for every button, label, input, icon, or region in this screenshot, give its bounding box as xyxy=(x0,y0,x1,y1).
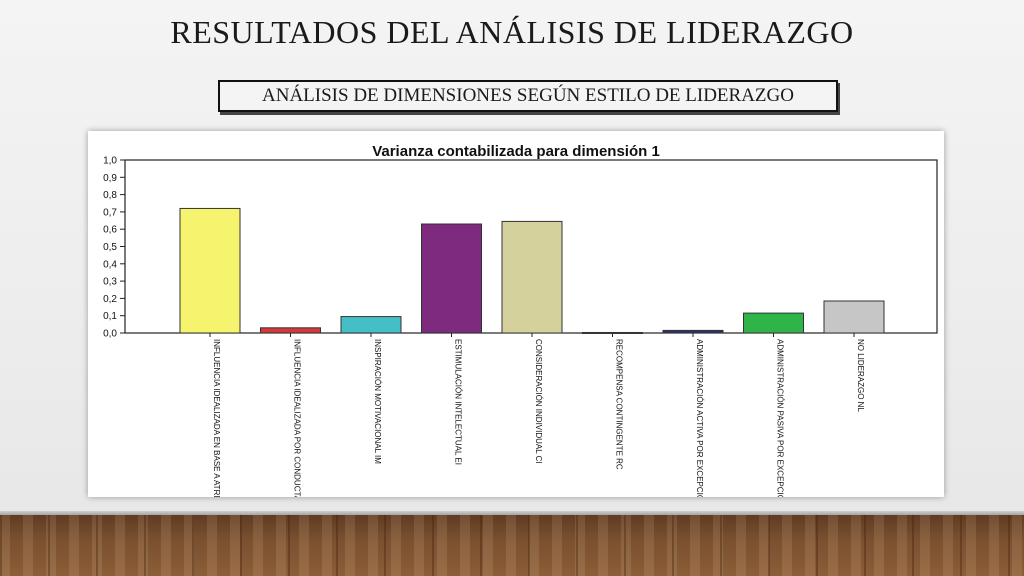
chart-bars xyxy=(179,207,885,334)
chart-title: Varianza contabilizada para dimensión 1 xyxy=(372,143,660,160)
x-tick-label: CONSIDERACIÓN INDIVIDUAL CI xyxy=(534,339,543,464)
y-tick-label: 0,7 xyxy=(103,207,117,218)
x-tick-label: ADMINISTRACIÓN ACTIVA POR EXCEPCIÓN APEA xyxy=(695,339,704,497)
bar-6 xyxy=(582,331,643,334)
slide-title: RESULTADOS DEL ANÁLISIS DE LIDERAZGO xyxy=(170,14,854,50)
x-tick-label: INFLUENCIA IDEALIZADA EN BASE A ATRIBUTO… xyxy=(212,339,221,497)
bar-2 xyxy=(260,327,321,334)
bar-8 xyxy=(743,312,804,334)
x-tick-label: RECOMPENSA CONTINGENTE RC xyxy=(615,339,624,470)
subtitle-text: ANÁLISIS DE DIMENSIONES SEGÚN ESTILO DE … xyxy=(262,85,794,106)
y-tick-label: 0,0 xyxy=(103,329,117,340)
y-tick-label: 0,5 xyxy=(103,242,117,253)
y-tick-label: 0,9 xyxy=(103,173,117,184)
bar-7 xyxy=(662,329,724,334)
x-tick-label: INSPIRACIÓN MOTIVACIONAL IM xyxy=(373,339,382,464)
bar-chart: Varianza contabilizada para dimensión 1 … xyxy=(103,143,938,497)
x-tick-label: ADMINISTRACIÓN PASIVA POR EXCEPCIÓN APEP xyxy=(776,339,785,497)
y-tick-label: 1,0 xyxy=(103,156,117,167)
x-tick-label: INFLUENCIA IDEALIZADA POR CONDUCTA II (B… xyxy=(293,339,302,497)
floor-baseboard xyxy=(0,511,1024,516)
chart-x-labels: INFLUENCIA IDEALIZADA EN BASE A ATRIBUTO… xyxy=(212,339,865,497)
x-tick-label: NO LIDERAZGO NL xyxy=(856,339,865,412)
bar-4 xyxy=(421,223,482,334)
bar-3 xyxy=(340,316,402,334)
y-tick-label: 0,3 xyxy=(103,277,117,288)
y-tick-label: 0,2 xyxy=(103,294,117,305)
wood-floor xyxy=(0,515,1024,576)
y-tick-label: 0,8 xyxy=(103,190,117,201)
y-tick-label: 0,4 xyxy=(103,259,117,270)
bar-1 xyxy=(179,207,241,334)
slide-subtitle: ANÁLISIS DE DIMENSIONES SEGÚN ESTILO DE … xyxy=(218,80,838,112)
y-tick-label: 0,6 xyxy=(103,225,117,236)
y-tick-label: 0,1 xyxy=(103,311,117,322)
bar-5 xyxy=(501,220,563,334)
bar-9 xyxy=(823,300,885,334)
x-tick-label: ESTIMULACIÓN INTELECTUAL EI xyxy=(454,339,463,465)
chart-panel: Varianza contabilizada para dimensión 1 … xyxy=(88,131,944,497)
